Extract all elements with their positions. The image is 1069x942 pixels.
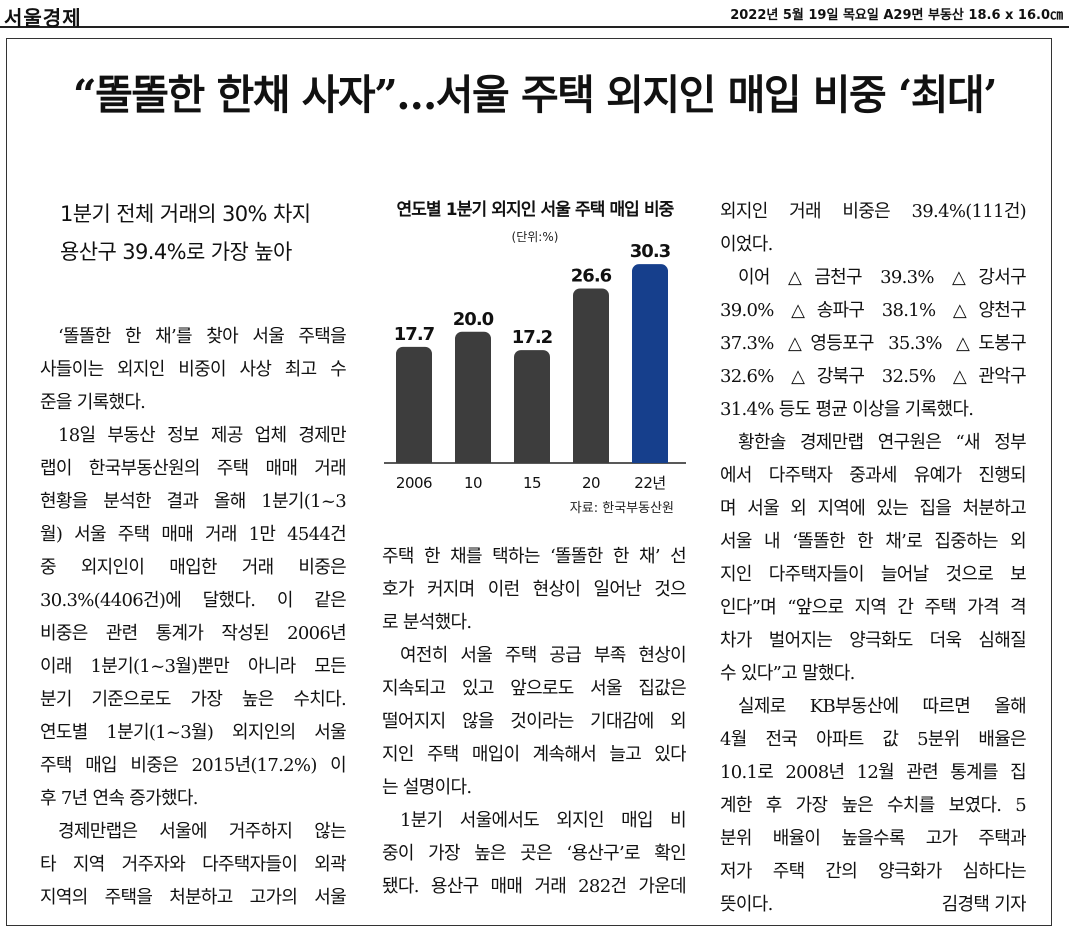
x-tick-label: 22년 [634, 474, 665, 492]
article-line: 10.1로 2008년 12월 관련 통계를 집 [720, 762, 1026, 783]
subhead-line: 용산구 39.4%로 가장 높아 [60, 240, 292, 264]
bar-value-label: 20.0 [453, 309, 494, 330]
article-line: 타 지역 거주자와 다주택자들이 외곽 [40, 854, 346, 875]
article-line: 중 외지인이 매입한 거래 비중은 [40, 557, 346, 578]
article-line: 후 7년 연속 증가했다. [40, 788, 198, 809]
article-line: 39.0% △송파구 38.1% △양천구 [720, 300, 1026, 321]
article-line: 4월 전국 아파트 값 5분위 배율은 [720, 729, 1026, 750]
article-line: 며 서울 외 지역에 있는 집을 처분하고 [720, 498, 1026, 519]
subhead: 1분기 전체 거래의 30% 차지 용산구 39.4%로 가장 높아 [60, 195, 360, 271]
article-line: 계한 후 가장 높은 수치를 보였다. 5 [720, 795, 1026, 816]
x-tick-label: 2006 [396, 474, 432, 492]
article-line: 1분기 서울에서도 외지인 매입 비 [400, 810, 686, 831]
x-tick-label: 15 [523, 474, 541, 492]
article-line: 30.3%(4406건)에 달했다. 이 같은 [40, 590, 346, 611]
article-line: ‘똘똘한 한 채’를 찾아 서울 주택을 [58, 326, 346, 347]
article-column-3: 외지인 거래 비중은 39.4%(111건) 이었다. 이어 △금천구 39.3% … [720, 195, 1026, 921]
article-line: 이었다. [720, 234, 773, 255]
bar [396, 346, 432, 463]
article-line: 비중은 관련 통계가 작성된 2006년 [40, 623, 346, 644]
article-line: 이어 △금천구 39.3% △강서구 [738, 267, 1026, 288]
article-line: 중이 가장 높은 곳은 ‘용산구’로 확인 [382, 843, 686, 864]
bar [514, 350, 550, 463]
article-line: 여전히 서울 주택 공급 부족 현상이 [400, 645, 686, 666]
bar-base [455, 455, 491, 463]
article-line: 서울 내 ‘똘똘한 한 채’로 집중하는 외 [720, 531, 1026, 552]
article-line: 주택 매입 비중은 2015년(17.2%) 이 [40, 755, 346, 776]
bar-value-label: 26.6 [571, 265, 612, 286]
article-line: 현황을 분석한 결과 올해 1분기(1~3 [40, 491, 346, 512]
article-line: 황한솔 경제만랩 연구원은 “새 정부 [738, 432, 1026, 453]
bar-base [514, 455, 550, 463]
x-tick-label: 10 [464, 474, 482, 492]
article-line: 월) 서울 주택 매매 거래 1만 4544건 [40, 524, 346, 545]
article-line: 지인 다주택자들이 늘어날 것으로 보 [720, 564, 1026, 585]
byline: 김경택 기자 [941, 894, 1026, 915]
subhead-line: 1분기 전체 거래의 30% 차지 [60, 202, 311, 226]
article-line: 됐다. 용산구 매매 거래 282건 가운데 [382, 876, 686, 897]
article-line: 외지인 거래 비중은 39.4%(111건) [720, 201, 1026, 222]
article-line: 차가 벌어지는 양극화도 더욱 심해질 [720, 630, 1026, 651]
article-line: 32.6% △강북구 32.5% △관악구 [720, 366, 1026, 387]
article-line: 분기 기준으로도 가장 높은 수치다. [40, 689, 346, 710]
article-line: 준을 기록했다. [40, 392, 146, 413]
article-line: 떨어지지 않을 것이라는 기대감에 외 [382, 711, 686, 732]
article-line: 인다”며 “앞으로 지역 간 주택 가격 격 [720, 597, 1026, 618]
article-line: 18일 부동산 정보 제공 업체 경제만 [58, 425, 346, 446]
bar-base [396, 455, 432, 463]
byline-row: 김경택 기자 [720, 888, 1026, 921]
article-line: 사들이는 외지인 비중이 사상 최고 수 [40, 359, 346, 380]
chart-unit: (단위:%) [511, 230, 559, 244]
chart-plot: 17.7 2006 20.0 10 17.2 15 26.6 20 30.3 22년 [384, 241, 686, 492]
bar-base [632, 455, 668, 463]
article-line: 뜻이다. [720, 894, 773, 915]
article-line: 는 설명이다. [382, 777, 472, 798]
bar [455, 331, 491, 463]
article-line: 수 있다”고 말했다. [720, 663, 855, 684]
bar-chart: 연도별 1분기 외지인 서울 주택 매입 비중 (단위:%) 17.7 2006 2… [380, 195, 690, 525]
article-line: 저가 주택 간의 양극화가 심하다는 [720, 861, 1026, 882]
bar-value-label: 30.3 [630, 241, 671, 262]
x-tick-label: 20 [582, 474, 600, 492]
article-line: 실제로 KB부동산에 따르면 올해 [738, 696, 1026, 717]
article-line: 호가 커지며 이런 현상이 일어난 것으 [382, 579, 686, 600]
article-line: 랩이 한국부동산원의 주택 매매 거래 [40, 458, 346, 479]
bar-value-label: 17.7 [394, 324, 435, 345]
bar [632, 264, 668, 463]
bar-value-label: 17.2 [512, 327, 552, 348]
chart-title: 연도별 1분기 외지인 서울 주택 매입 비중 [396, 200, 675, 220]
article-clip-border [6, 38, 1052, 926]
article-line: 로 분석했다. [382, 612, 472, 633]
article-line: 경제만랩은 서울에 거주하지 않는 [58, 821, 346, 842]
chart-source: 자료: 한국부동산원 [569, 501, 674, 516]
headline: “똘똘한 한채 사자”…서울 주택 외지인 매입 비중 ‘최대’ [72, 71, 998, 119]
bar [573, 288, 609, 463]
article-line: 지인 주택 매입이 계속해서 늘고 있다 [382, 744, 686, 765]
masthead: 서울경제 2022년 5월 19일 목요일 A29면 부동산 18.6 x 16… [0, 0, 1069, 30]
paper-name: 서울경제 [4, 6, 82, 30]
article-line: 이래 1분기(1~3월)뿐만 아니라 모든 [40, 656, 346, 677]
bar-base [573, 455, 609, 463]
article-line: 주택 한 채를 택하는 ‘똘똘한 한 채’ 선 [382, 546, 686, 567]
edition-info: 2022년 5월 19일 목요일 A29면 부동산 18.6 x 16.0㎝ [730, 8, 1063, 23]
article-line: 지속되고 있고 앞으로도 서울 집값은 [382, 678, 686, 699]
article-line: 31.4% 등도 평균 이상을 기록했다. [720, 399, 974, 420]
article-line: 연도별 1분기(1~3월) 외지인의 서울 [40, 722, 346, 743]
article-line: 지역의 주택을 처분하고 고가의 서울 [40, 887, 346, 908]
article-line: 분위 배율이 높을수록 고가 주택과 [720, 828, 1026, 849]
article-line: 37.3% △영등포구 35.3% △도봉구 [720, 333, 1026, 354]
article-line: 에서 다주택자 중과세 유예가 진행되 [720, 465, 1026, 486]
